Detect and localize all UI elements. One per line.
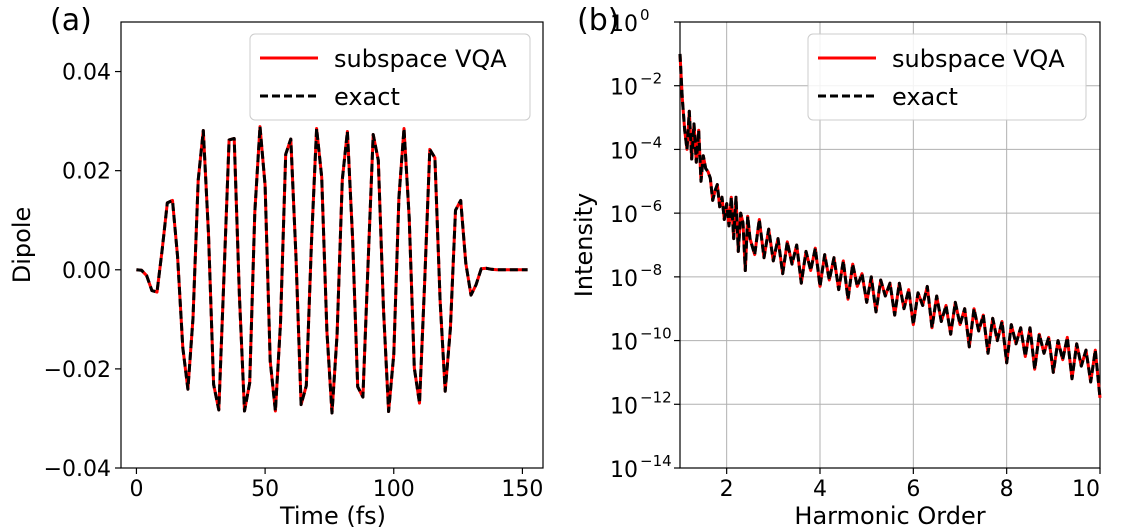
panel-a-label: (a) [50, 3, 92, 38]
panel-a-legend-exact-label: exact [334, 83, 400, 111]
panel-b-y-tick-label: 10 [610, 267, 638, 292]
panel-a-series-exact [136, 127, 527, 413]
panel-b-x-tick-label: 8 [1000, 477, 1014, 502]
panel-a-x-tick-label: 100 [373, 477, 415, 502]
panel-a-y-tick-label: 0.02 [62, 160, 111, 185]
panel-b-y-tick-label: 10 [610, 203, 638, 228]
panel-b-y-tick-exponent: −6 [640, 197, 662, 215]
panel-a-y-tick-label: 0.04 [62, 61, 111, 86]
panel-b-legend-exact-label: exact [892, 83, 958, 111]
panel-a-x-tick-label: 50 [251, 477, 279, 502]
panel-b-y-tick-exponent: −14 [640, 452, 672, 470]
panel-a-x-tick-label: 0 [129, 477, 143, 502]
panel-b-y-tick-exponent: −10 [640, 325, 672, 343]
panel-a-y-ticks: −0.04 −0.02 0.00 0.02 0.04 [44, 61, 121, 482]
panel-a-y-tick-label: −0.02 [44, 358, 111, 383]
panel-b-y-tick-label: 10 [610, 331, 638, 356]
panel-a-legend-vqa-label: subspace VQA [334, 45, 507, 73]
panel-a-lines [136, 127, 527, 413]
panel-b-y-tick-label: 10 [610, 458, 638, 483]
panel-b-legend: subspace VQA exact [808, 34, 1086, 120]
panel-b-y-tick-exponent: −8 [640, 261, 662, 279]
panel-b-x-tick-label: 2 [720, 477, 734, 502]
panel-b-y-tick-label: 10 [610, 139, 638, 164]
panel-a-x-axis-label: Time (fs) [279, 502, 386, 529]
panel-b-x-ticks: 2 4 6 8 10 [720, 468, 1100, 502]
panel-a-legend: subspace VQA exact [250, 34, 530, 120]
panel-b-y-tick-exponent: −12 [640, 388, 672, 406]
panel-b-y-axis-label: Intensity [570, 193, 598, 297]
panel-b-y-tick-label: 10 [610, 12, 638, 37]
panel-b-y-tick-exponent: 0 [640, 6, 650, 24]
panel-a-y-axis-label: Dipole [8, 207, 36, 284]
panel-b-y-tick-label: 10 [610, 76, 638, 101]
panel-b-x-axis-label: Harmonic Order [794, 502, 985, 529]
panel-a-x-ticks: 0 50 100 150 [129, 468, 543, 502]
panel-b-x-tick-label: 10 [1072, 477, 1100, 502]
panel-a: (a) 0 50 100 150 −0.04 −0.02 0.00 0.02 0.04 Tim… [8, 3, 543, 529]
panel-b-x-tick-label: 4 [813, 477, 827, 502]
panel-b-y-tick-label: 10 [610, 394, 638, 419]
panel-a-y-tick-label: 0.00 [62, 259, 111, 284]
panel-b-y-tick-exponent: −2 [640, 70, 662, 88]
panel-b-x-tick-label: 6 [906, 477, 920, 502]
panel-b-legend-vqa-label: subspace VQA [892, 45, 1065, 73]
panel-b-y-tick-exponent: −4 [640, 133, 662, 151]
panel-a-x-tick-label: 150 [501, 477, 543, 502]
panel-b: (b) 2 4 6 8 10 10−1410−1210−1010−810−610−410… [570, 3, 1100, 529]
panel-a-y-tick-label: −0.04 [44, 457, 111, 482]
